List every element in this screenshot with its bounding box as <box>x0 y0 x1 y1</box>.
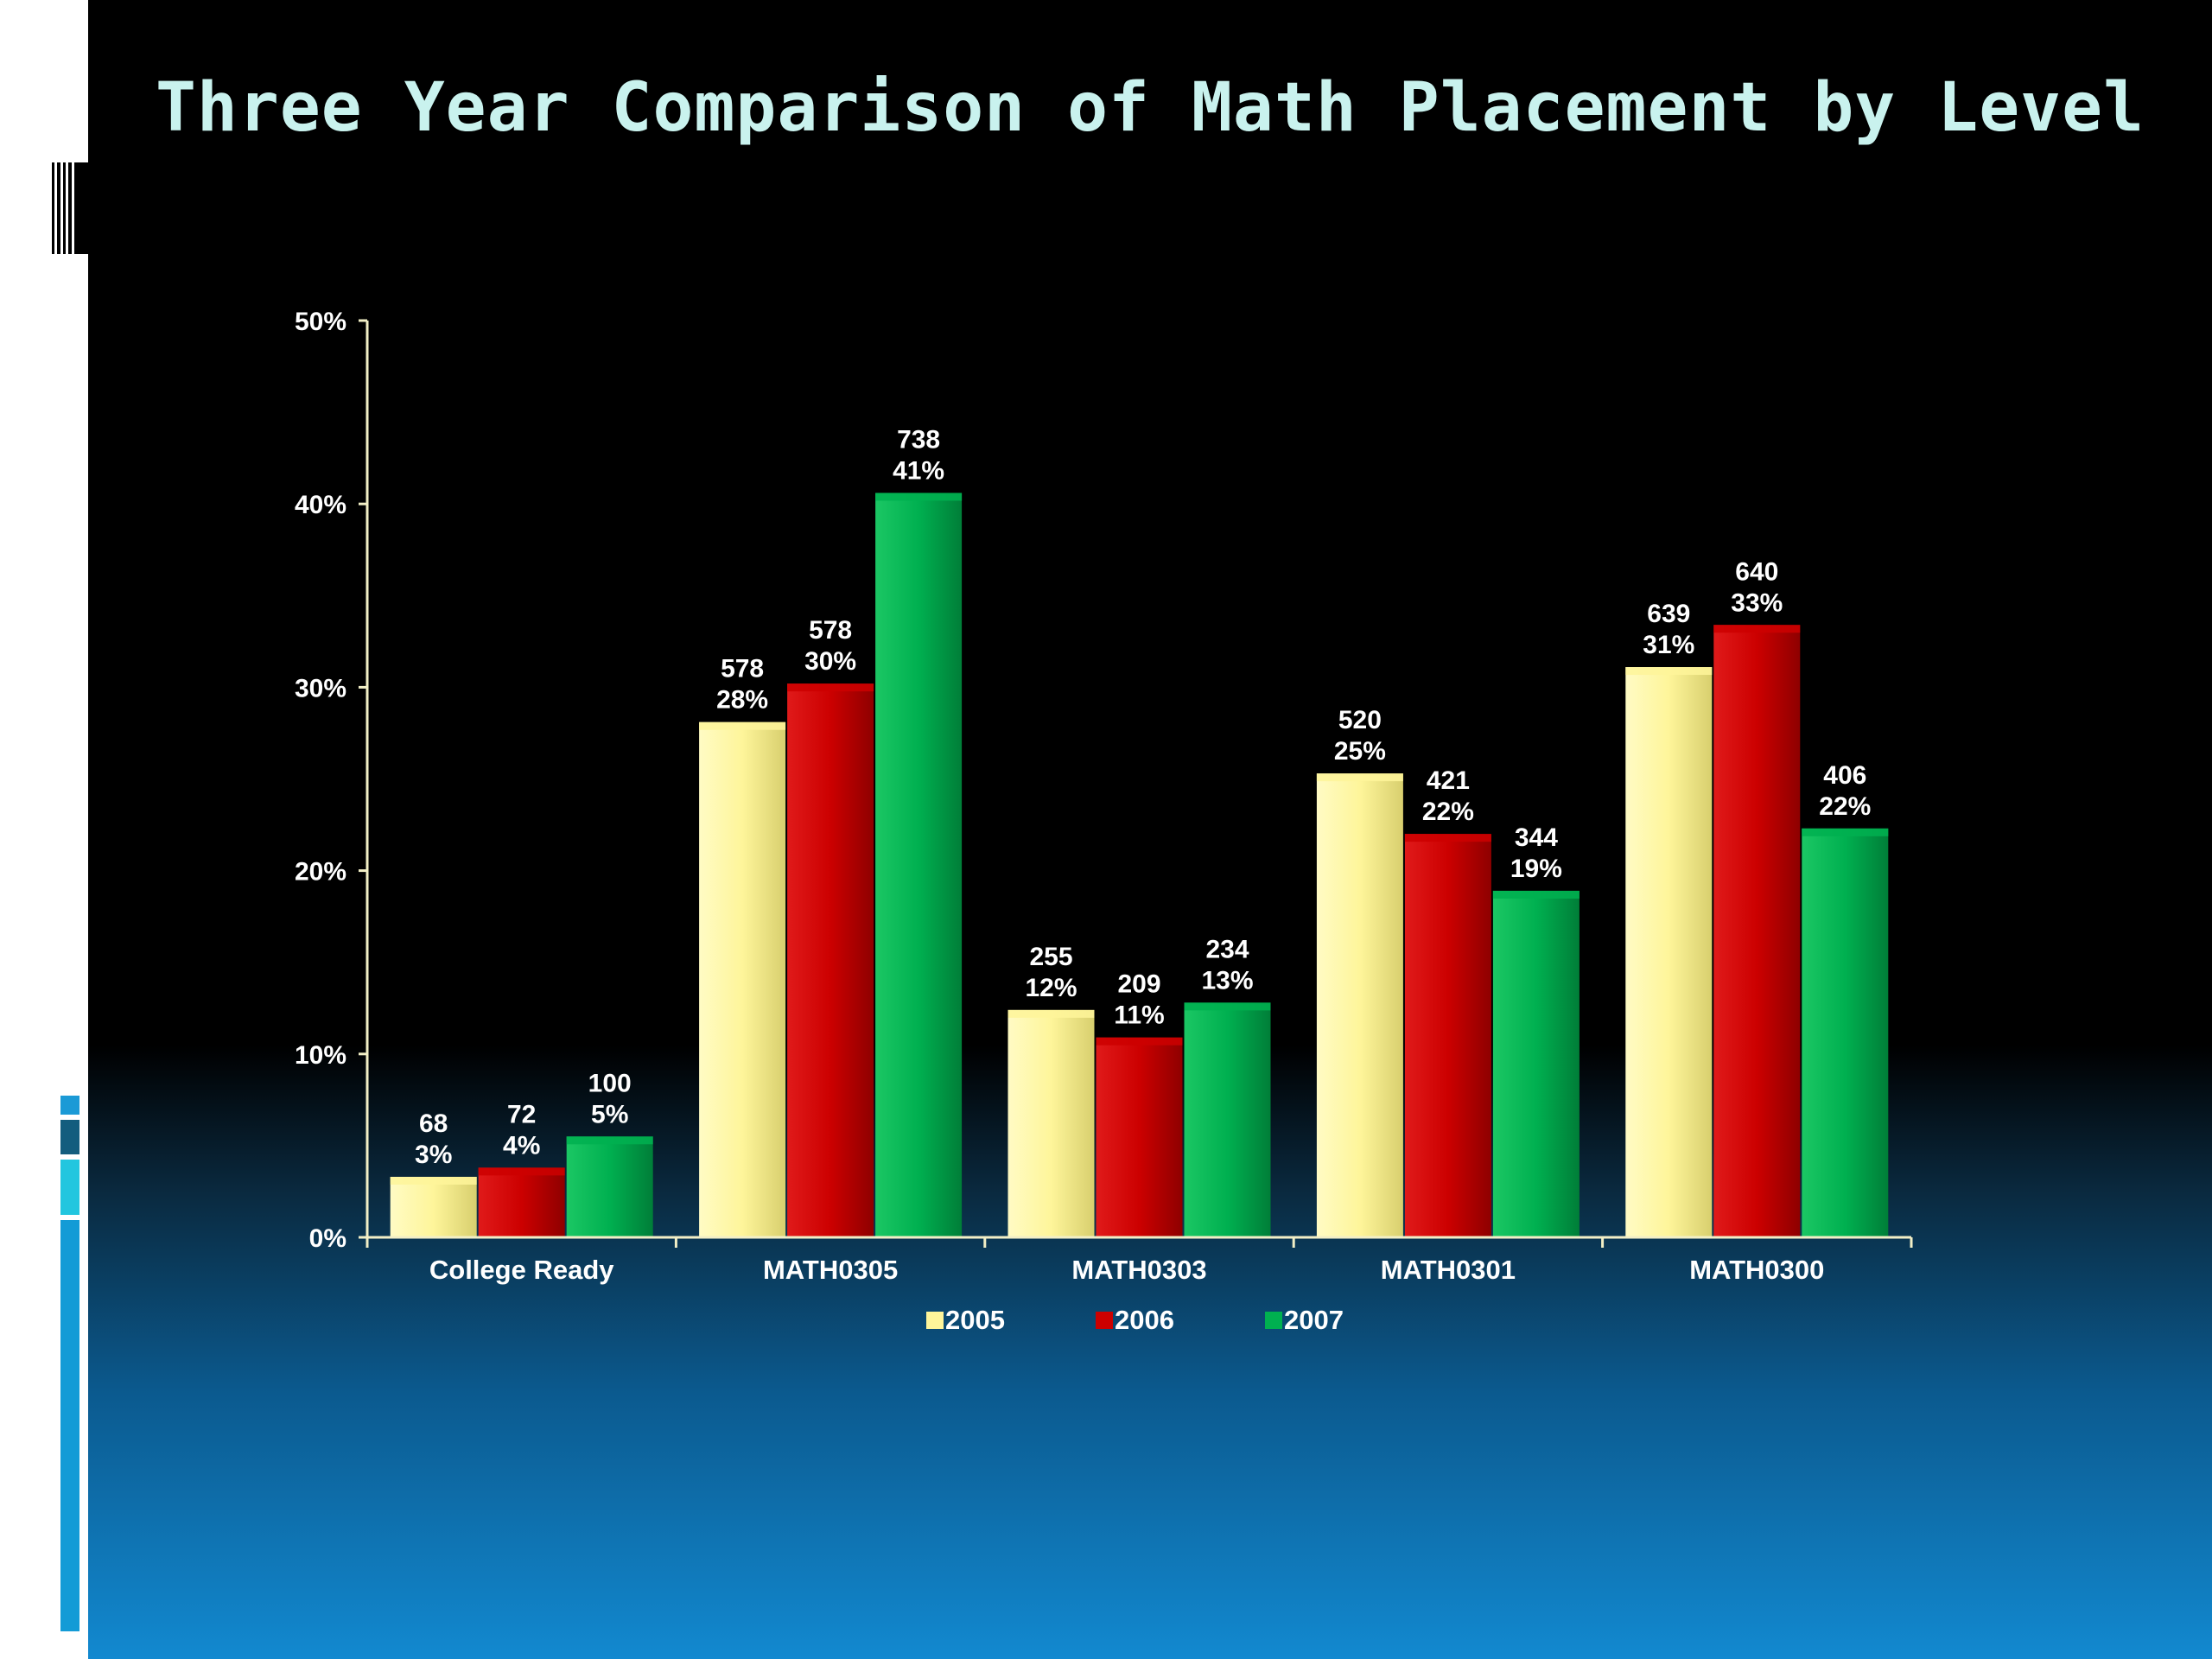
bar-2005-math0300 <box>1625 667 1713 1237</box>
data-label-count: 68 <box>419 1109 448 1138</box>
bar-2006-math0303 <box>1096 1037 1183 1237</box>
bar-2007-math0300 <box>1802 828 1889 1237</box>
bar-2007-math0303 <box>1184 1002 1271 1237</box>
data-label-count: 578 <box>721 655 764 683</box>
bar-2007-college-ready <box>566 1136 653 1237</box>
decor-tick <box>52 162 54 254</box>
legend-label-2007: 2007 <box>1284 1305 1344 1335</box>
decor-tick <box>63 162 66 254</box>
slide-title: Three Year Comparison of Math Placement … <box>155 69 2145 147</box>
y-tick-label: 30% <box>295 674 346 702</box>
decor-bar <box>60 1220 79 1631</box>
data-label-count: 639 <box>1647 600 1690 628</box>
data-label-count: 421 <box>1427 766 1470 795</box>
y-tick-label: 10% <box>295 1041 346 1070</box>
bar-top-bevel <box>787 683 874 692</box>
bar-2005-math0305 <box>699 721 786 1237</box>
decor-tick <box>68 162 72 254</box>
bar-top-bevel <box>1713 625 1801 633</box>
data-label-count: 255 <box>1029 943 1072 971</box>
decor-bar <box>60 1096 79 1115</box>
data-label-count: 234 <box>1205 935 1249 963</box>
data-label-percent: 22% <box>1422 798 1474 826</box>
slide: Three Year Comparison of Math Placement … <box>88 0 2212 1659</box>
data-label-percent: 19% <box>1510 855 1562 883</box>
x-tick-label: MATH0301 <box>1381 1255 1516 1285</box>
y-tick-label: 40% <box>295 491 346 519</box>
data-label-count: 209 <box>1117 970 1160 999</box>
bar-2006-college-ready <box>478 1167 565 1237</box>
data-label-percent: 11% <box>1114 1001 1164 1030</box>
bar-top-bevel <box>1802 828 1889 836</box>
data-label-count: 578 <box>809 616 852 645</box>
data-label-percent: 31% <box>1643 631 1694 659</box>
x-tick-label: MATH0303 <box>1071 1255 1206 1285</box>
bar-2006-math0300 <box>1713 625 1801 1237</box>
bar-top-bevel <box>1096 1037 1183 1046</box>
decor-bar <box>60 1120 79 1154</box>
bar-2005-college-ready <box>390 1176 477 1237</box>
bar-chart: 0% 10% 20% 30% 40% 50% 68 3% 72 4% 100 5% College R… <box>295 308 1913 1335</box>
decor-tick <box>74 162 88 254</box>
bar-2005-math0301 <box>1316 773 1403 1237</box>
x-tick-label: MATH0305 <box>763 1255 898 1285</box>
data-label-count: 100 <box>588 1069 632 1097</box>
legend-swatch-2007 <box>1265 1312 1282 1329</box>
decor-bar <box>60 1160 79 1215</box>
data-label-percent: 13% <box>1201 966 1253 995</box>
bar-top-bevel <box>566 1136 653 1145</box>
data-label-count: 406 <box>1823 761 1866 790</box>
y-tick-label: 50% <box>295 308 346 336</box>
bar-top-bevel <box>699 721 786 730</box>
bar-top-bevel <box>1184 1002 1271 1011</box>
bar-top-bevel <box>1007 1009 1095 1018</box>
data-label-count: 640 <box>1735 557 1778 586</box>
y-tick-label: 0% <box>309 1224 346 1253</box>
bar-2007-math0305 <box>875 493 963 1237</box>
data-label-percent: 5% <box>591 1100 628 1128</box>
bar-top-bevel <box>390 1176 477 1185</box>
data-label-percent: 22% <box>1819 792 1871 821</box>
data-label-count: 738 <box>897 425 940 454</box>
legend-label-2005: 2005 <box>945 1305 1005 1335</box>
bar-top-bevel <box>1316 773 1403 782</box>
x-tick-label: MATH0300 <box>1689 1255 1824 1285</box>
bar-top-bevel <box>1625 667 1713 676</box>
x-tick-label: College Ready <box>429 1255 614 1285</box>
data-label-count: 72 <box>507 1100 536 1128</box>
data-label-count: 344 <box>1515 823 1558 852</box>
bar-top-bevel <box>1404 834 1491 842</box>
bar-2007-math0301 <box>1492 890 1580 1237</box>
left-decor-strip <box>0 0 88 1659</box>
legend-swatch-2006 <box>1096 1312 1113 1329</box>
decor-tick <box>57 162 60 254</box>
data-label-percent: 25% <box>1334 737 1386 766</box>
bar-2005-math0303 <box>1007 1009 1095 1237</box>
bar-2006-math0301 <box>1404 834 1491 1237</box>
data-label-percent: 3% <box>415 1141 452 1169</box>
y-tick-label: 20% <box>295 858 346 887</box>
data-label-percent: 28% <box>716 686 768 715</box>
bar-2006-math0305 <box>787 683 874 1237</box>
bar-top-bevel <box>1492 890 1580 899</box>
data-label-count: 520 <box>1338 706 1382 734</box>
data-label-percent: 12% <box>1025 974 1077 1002</box>
bar-top-bevel <box>478 1167 565 1176</box>
data-label-percent: 30% <box>804 647 856 676</box>
bar-top-bevel <box>875 493 963 501</box>
data-label-percent: 4% <box>503 1131 540 1160</box>
data-label-percent: 33% <box>1731 588 1783 617</box>
data-label-percent: 41% <box>893 456 944 485</box>
legend-label-2006: 2006 <box>1115 1305 1174 1335</box>
legend-swatch-2005 <box>926 1312 944 1329</box>
